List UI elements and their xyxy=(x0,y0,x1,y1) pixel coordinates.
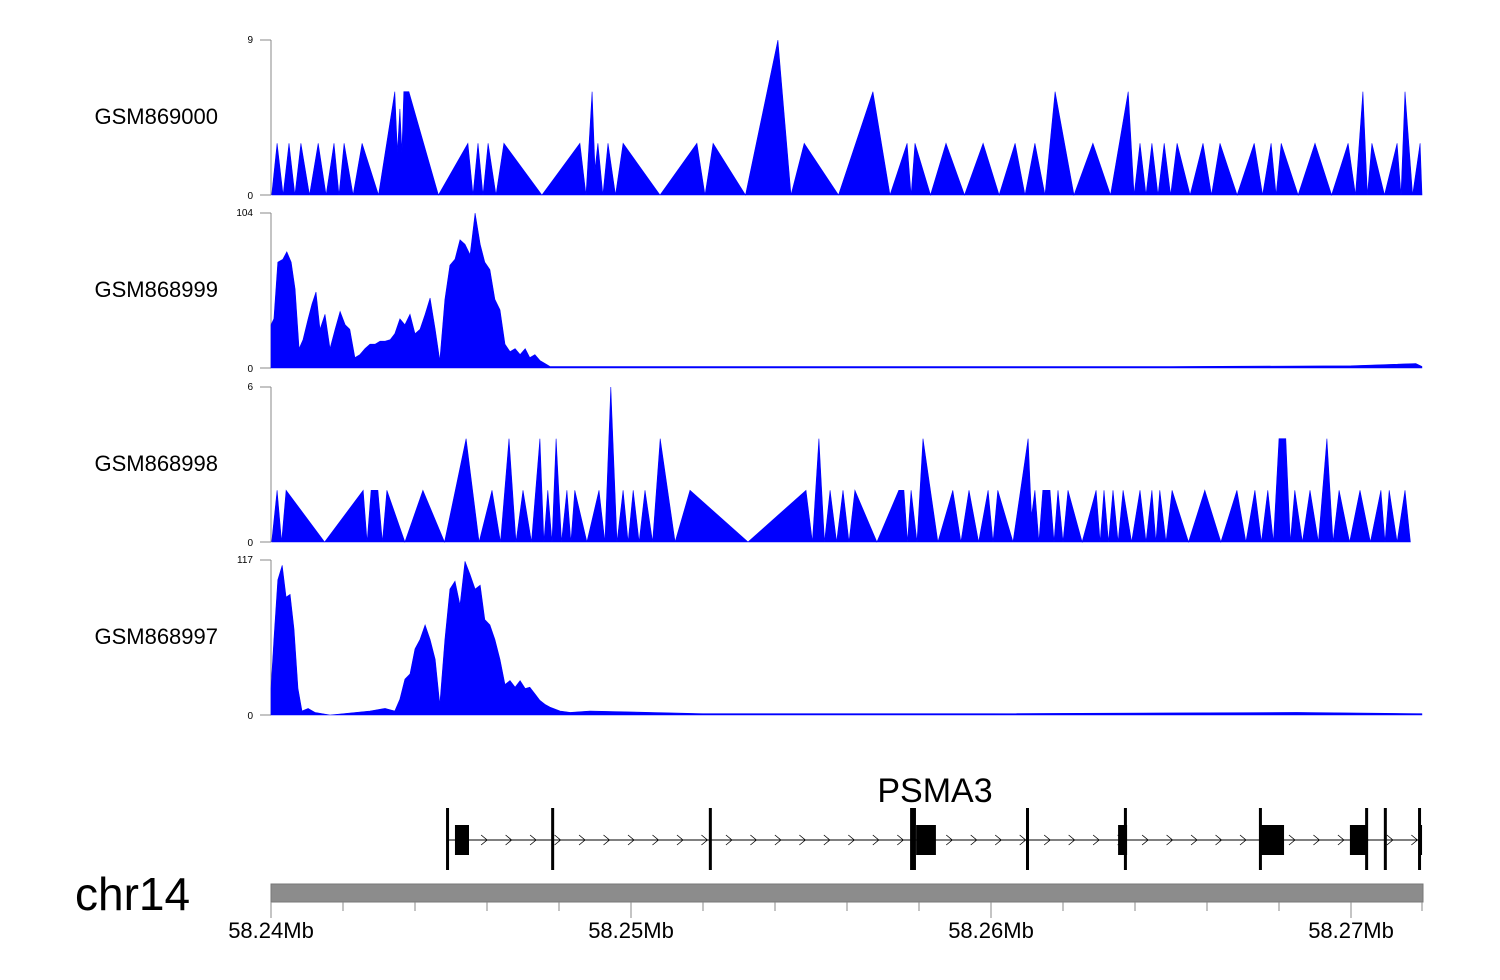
data-tracks: GSM86900090GSM8689991040GSM86899860GSM86… xyxy=(94,35,1423,722)
strand-arrow-icon xyxy=(1337,834,1345,846)
x-tick-label: 58.25Mb xyxy=(588,918,674,943)
genome-axis: chr14 58.24Mb 58.25Mb 58.26Mb 58.27Mb xyxy=(75,868,1424,943)
x-tick-label: 58.24Mb xyxy=(228,918,314,943)
strand-arrow-icon xyxy=(1411,834,1418,846)
exon-line xyxy=(446,808,450,870)
x-tick-label: 58.27Mb xyxy=(1308,918,1394,943)
strand-arrow-icon xyxy=(750,834,758,846)
strand-arrow-icon xyxy=(774,834,782,846)
gene-track: PSMA3 xyxy=(446,772,1423,870)
y-tick-label-max: 104 xyxy=(236,208,253,219)
strand-arrow-icon xyxy=(1386,834,1394,846)
strand-arrow-icon xyxy=(1313,834,1321,846)
gene-label: PSMA3 xyxy=(877,772,992,810)
y-tick-label-zero: 0 xyxy=(247,191,253,202)
coverage-area xyxy=(270,561,1423,716)
strand-arrow-icon xyxy=(480,834,488,846)
exon-line xyxy=(708,808,712,870)
exon-box xyxy=(1349,825,1368,855)
strand-arrow-icon xyxy=(1092,834,1100,846)
x-tick-label: 58.26Mb xyxy=(948,918,1034,943)
strand-arrow-icon xyxy=(1166,834,1174,846)
strand-arrow-icon xyxy=(652,834,660,846)
coverage-area xyxy=(271,386,1411,544)
strand-arrow-icon xyxy=(701,834,709,846)
track-label: GSM868997 xyxy=(94,624,218,649)
strand-arrow-icon xyxy=(1190,834,1198,846)
y-tick-label-max: 117 xyxy=(237,555,253,566)
strand-arrow-icon xyxy=(725,834,733,846)
strand-arrow-icon xyxy=(554,834,562,846)
exon-line xyxy=(551,808,555,870)
strand-arrow-icon xyxy=(848,834,855,846)
strand-arrow-icon xyxy=(1019,834,1027,846)
y-tick-label-max: 6 xyxy=(247,382,253,393)
strand-arrow-icon xyxy=(970,834,978,846)
track-gsm868999: GSM868999 104 0 xyxy=(94,208,1423,375)
strand-arrow-icon xyxy=(1043,834,1051,846)
strand-arrow-icon xyxy=(676,834,684,846)
y-tick-label-zero: 0 xyxy=(247,364,253,375)
exon-line xyxy=(1383,808,1387,870)
y-tick-label-max: 9 xyxy=(247,35,253,46)
track-gsm869000: GSM869000 9 0 xyxy=(94,35,1423,202)
track-gsm868997: GSM868997 117 0 xyxy=(94,555,1423,722)
strand-arrow-icon xyxy=(1215,834,1223,846)
strand-arrow-icon xyxy=(578,834,586,846)
strand-arrow-icon xyxy=(799,834,806,846)
strand-arrow-icon xyxy=(529,834,537,846)
track-gsm868998: GSM868998 6 0 xyxy=(94,382,1411,549)
exon-box xyxy=(454,825,469,855)
strand-arrow-icon xyxy=(1141,834,1149,846)
axis-bar xyxy=(270,883,1424,903)
strand-arrow-icon xyxy=(823,834,831,846)
exon-box xyxy=(916,825,936,855)
exon-line xyxy=(1026,808,1029,870)
strand-arrow-icon xyxy=(603,834,611,846)
track-label: GSM869000 xyxy=(94,104,218,129)
strand-arrow-icon xyxy=(897,834,904,846)
strand-arrow-icon xyxy=(1068,834,1076,846)
track-label: GSM868999 xyxy=(94,277,218,302)
chromosome-label: chr14 xyxy=(75,868,190,920)
strand-arrow-icon xyxy=(872,834,880,846)
strand-arrow-icon xyxy=(1288,834,1296,846)
y-tick-label-zero: 0 xyxy=(247,538,253,549)
exon-box xyxy=(1419,825,1423,855)
coverage-area xyxy=(270,212,1423,369)
strand-arrow-icon xyxy=(627,834,635,846)
strand-arrow-icon xyxy=(505,834,513,846)
strand-arrow-icon xyxy=(945,834,953,846)
exon-line xyxy=(912,808,916,870)
exon-box xyxy=(1118,825,1128,855)
strand-arrow-icon xyxy=(994,834,1002,846)
track-label: GSM868998 xyxy=(94,451,218,476)
exon-line xyxy=(910,808,914,870)
y-tick-label-zero: 0 xyxy=(247,711,253,722)
coverage-area xyxy=(271,39,1423,197)
exon-box xyxy=(1259,825,1285,855)
strand-arrow-icon xyxy=(1239,834,1247,846)
